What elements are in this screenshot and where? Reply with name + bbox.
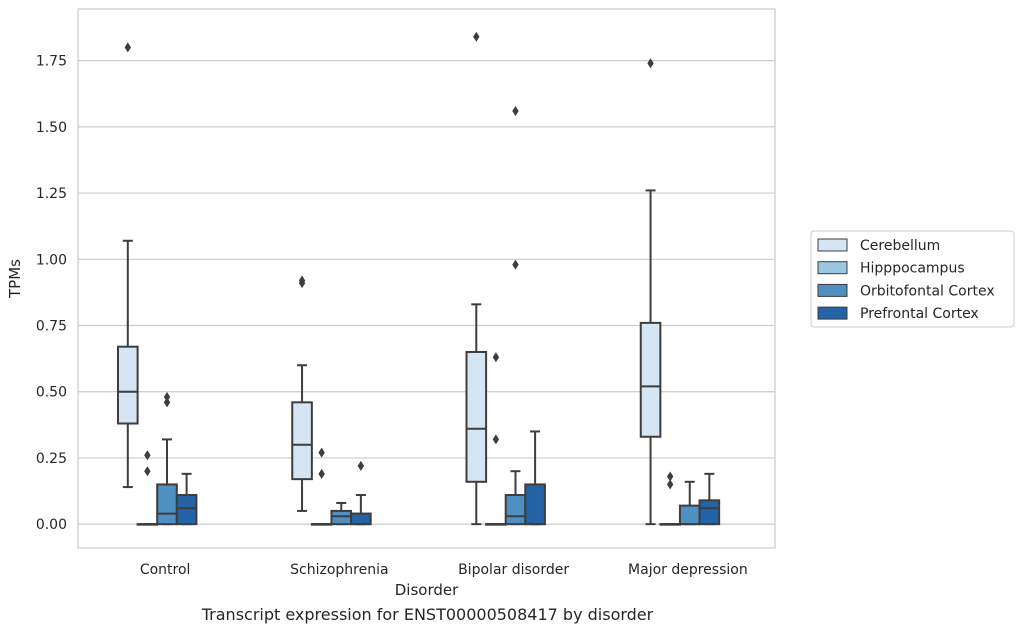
- outlier-point: [512, 259, 519, 270]
- x-tick-label: Control: [140, 562, 191, 578]
- box-3-0: [639, 58, 662, 526]
- box-body: [156, 483, 178, 526]
- outlier-point: [357, 460, 365, 471]
- box-0-3: [175, 472, 198, 526]
- x-axis-title: Disorder: [395, 581, 459, 599]
- y-tick-label: 0.00: [36, 517, 67, 533]
- y-tick-label: 1.00: [36, 252, 67, 268]
- y-tick-label: 0.25: [36, 451, 67, 467]
- legend-box: [810, 230, 1015, 328]
- box-body: [465, 351, 488, 483]
- outlier-point: [318, 468, 325, 479]
- x-tick-label: Schizophrenia: [290, 562, 388, 578]
- box-body: [698, 499, 721, 526]
- outlier-point: [492, 352, 500, 363]
- y-tick-label: 1.50: [36, 120, 67, 136]
- box-body: [350, 512, 372, 526]
- box-3-2: [678, 480, 701, 526]
- outlier-point: [163, 392, 171, 403]
- legend-swatch: [817, 306, 848, 320]
- y-tick-label: 1.75: [36, 54, 67, 70]
- gridlines: [78, 60, 775, 525]
- y-axis-title: TPMs: [6, 259, 24, 299]
- box-body: [330, 509, 353, 526]
- legend: Cerebellum Hipppocampus Orbitofontal Corte…: [810, 230, 1015, 328]
- box-body: [117, 345, 139, 425]
- figure-caption: Transcript expression for ENST0000050841…: [201, 605, 654, 624]
- box-body: [678, 504, 701, 526]
- box-2-2: [504, 105, 527, 526]
- plot-area: [117, 31, 721, 526]
- box-1-3: [350, 460, 372, 526]
- box-body: [291, 401, 313, 481]
- box-body: [504, 494, 527, 526]
- x-tick-label: Major depression: [628, 562, 748, 578]
- box-0-0: [117, 42, 139, 489]
- outlier-point: [512, 105, 519, 116]
- outlier-point: [144, 466, 151, 477]
- legend-label: Cerebellum: [860, 238, 940, 254]
- legend-label: Prefrontal Cortex: [860, 306, 979, 322]
- y-tick-label: 0.50: [36, 385, 67, 401]
- tick-labels: 0.00 0.25 0.50 0.75 1.00 1.25 1.50 1.75 Control S…: [36, 54, 748, 578]
- outlier-point: [163, 397, 171, 408]
- outlier-point: [144, 450, 151, 461]
- legend-swatch: [817, 238, 848, 252]
- legend-label: Orbitofontal Cortex: [860, 283, 995, 299]
- legend-swatch: [817, 261, 848, 275]
- legend-label: Hipppocampus: [860, 261, 965, 277]
- box-2-0: [465, 31, 488, 526]
- outlier-point: [124, 42, 131, 53]
- box-body: [175, 494, 198, 526]
- outlier-point: [647, 58, 654, 69]
- plot-frame: [77, 8, 776, 549]
- box-0-1: [136, 450, 159, 526]
- outlier-point: [298, 275, 306, 286]
- x-tick-label: Bipolar disorder: [458, 562, 569, 578]
- box-1-1: [310, 447, 333, 526]
- box-2-1: [485, 352, 507, 526]
- box-3-3: [698, 472, 721, 526]
- y-tick-label: 1.25: [36, 186, 67, 202]
- box-3-1: [659, 471, 681, 526]
- outlier-point: [473, 31, 480, 42]
- outlier-point: [666, 479, 674, 490]
- outlier-point: [318, 447, 325, 458]
- box-body: [524, 483, 546, 526]
- box-body: [639, 321, 662, 438]
- box-1-2: [330, 501, 353, 526]
- outlier-point: [492, 434, 500, 445]
- legend-swatch: [817, 283, 848, 297]
- outlier-point: [666, 471, 674, 482]
- box-1-0: [291, 275, 313, 512]
- y-tick-label: 0.75: [36, 319, 67, 335]
- box-2-3: [524, 430, 546, 526]
